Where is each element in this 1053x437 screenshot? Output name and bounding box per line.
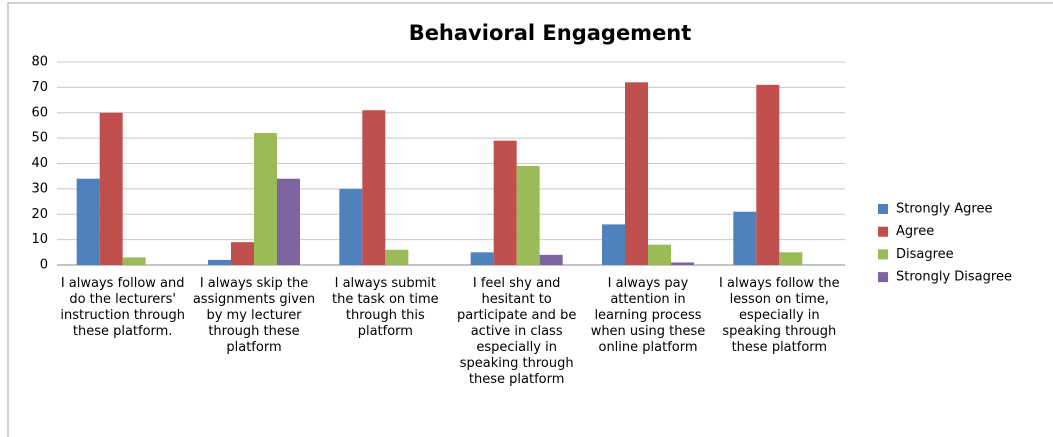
bar <box>385 249 409 265</box>
x-tick-label-line: I always pay <box>608 276 689 291</box>
x-tick-label-line: these platform. <box>73 324 173 339</box>
x-tick-label-line: assignments given <box>193 292 315 307</box>
x-tick-label-line: the task on time <box>332 292 439 307</box>
y-tick-label: 70 <box>31 80 48 95</box>
bar <box>539 254 563 265</box>
chart-title: Behavioral Engagement <box>409 21 692 45</box>
x-tick-label-line: active in class <box>471 324 563 339</box>
bar <box>208 259 231 265</box>
bar <box>671 262 694 265</box>
x-tick-label-line: especially in <box>739 308 820 323</box>
x-tick-label-line: I feel shy and <box>473 276 561 291</box>
x-tick-label: I always follow and do the lecturers' inst… <box>60 276 185 339</box>
x-tick-label-line: I always follow and <box>61 276 185 291</box>
x-tick-label-line: do the lecturers' <box>69 292 176 307</box>
x-tick-label-line: speaking through <box>722 324 836 339</box>
x-tick-label-line: hesitant to <box>482 292 552 307</box>
y-tick-label: 40 <box>31 156 48 171</box>
x-tick-label-line: attention in <box>610 292 685 307</box>
bar <box>122 257 146 265</box>
x-tick-label-line: I always skip the <box>200 276 308 291</box>
x-tick-label-line: online platform <box>598 340 697 355</box>
x-tick-label-line: these platform <box>469 372 564 387</box>
bar <box>516 166 540 265</box>
x-tick-label-line: participate and be <box>457 308 576 323</box>
bar <box>756 84 780 266</box>
legend-label: Disagree <box>896 247 954 262</box>
bar <box>493 140 517 265</box>
x-tick-label: I feel shy and hesitant to participate and… <box>457 276 576 387</box>
y-tick-label: 20 <box>31 207 48 222</box>
x-tick-label-line: I always follow the <box>719 276 840 291</box>
x-tick-label-line: when using these <box>591 324 706 339</box>
x-tick-label-line: lesson on time, <box>730 292 829 307</box>
bar <box>99 112 123 265</box>
x-tick-label-line: speaking through <box>460 356 574 371</box>
x-tick-label: I always pay attention in learning process… <box>591 276 706 355</box>
x-tick-label: I always follow the lesson on time, especi… <box>719 276 840 355</box>
y-tick-label: 0 <box>40 258 48 273</box>
y-tick-label: 80 <box>31 55 48 70</box>
bar <box>733 211 757 265</box>
bar <box>277 178 300 265</box>
legend-swatch <box>878 204 888 214</box>
bar <box>470 252 494 265</box>
bar <box>231 242 254 265</box>
bar <box>602 224 625 265</box>
legend-swatch <box>878 226 888 237</box>
y-tick-label: 50 <box>31 131 48 146</box>
x-tick-label-line: through these <box>208 324 299 339</box>
legend-label: Strongly Disagree <box>896 270 1012 285</box>
bar <box>254 133 277 265</box>
legend-label: Agree <box>896 224 934 239</box>
y-tick-label: 10 <box>31 232 48 247</box>
x-tick-label-line: platform <box>226 340 281 355</box>
bar <box>779 252 803 265</box>
bar <box>339 188 363 265</box>
legend-swatch <box>878 272 888 283</box>
x-tick-label-line: these platform <box>732 340 827 355</box>
x-tick-label-line: learning process <box>594 308 701 323</box>
chart-border <box>7 2 1053 437</box>
y-tick-label: 30 <box>31 181 48 196</box>
bar <box>76 178 100 265</box>
bar <box>362 110 386 266</box>
x-tick-label: I always submit the task on time through t… <box>332 276 439 339</box>
x-tick-label-line: platform <box>358 324 413 339</box>
y-tick-label: 60 <box>31 105 48 120</box>
x-tick-label-line: through this <box>346 308 425 323</box>
x-tick-label-line: instruction through <box>60 308 185 323</box>
legend-label: Strongly Agree <box>896 202 993 217</box>
x-tick-label-line: by my lecturer <box>206 308 302 323</box>
x-tick-label-line: especially in <box>476 340 557 355</box>
x-tick-label-line: I always submit <box>335 276 436 291</box>
bar <box>648 244 671 265</box>
bar <box>625 82 648 265</box>
x-tick-label: I always skip the assignments given by my … <box>193 276 315 355</box>
legend-swatch <box>878 249 888 260</box>
